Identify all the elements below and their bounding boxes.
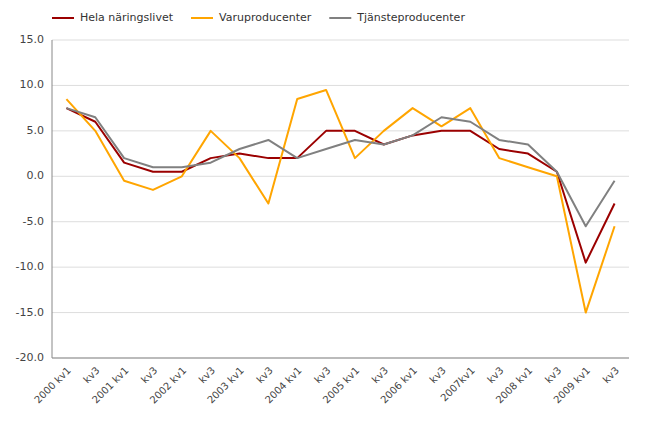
x-tick-label: 2006 kv1 bbox=[378, 365, 419, 406]
y-axis: -20.0 -15.0 -10.0 -5.0 0.0 5.0 10.0 15.0 bbox=[16, 33, 52, 364]
grid-line bbox=[52, 221, 629, 222]
x-tick-label: 2000 kv1 bbox=[32, 365, 73, 406]
y-tick-label: 15.0 bbox=[20, 33, 45, 46]
grid-line bbox=[52, 176, 629, 177]
x-tick-label: 2004 kv1 bbox=[263, 365, 304, 406]
x-tick-label: kv3 bbox=[485, 365, 506, 386]
plot-area bbox=[66, 90, 614, 313]
y-tick-label: -10.0 bbox=[16, 260, 44, 273]
y-tick-label: -15.0 bbox=[16, 306, 44, 319]
y-tick-label: 5.0 bbox=[27, 124, 45, 137]
x-tick-label: 2002 kv1 bbox=[148, 365, 189, 406]
series-line bbox=[66, 90, 614, 313]
legend-swatch bbox=[52, 17, 74, 19]
x-tick-label: kv3 bbox=[543, 365, 564, 386]
x-tick-label: 2003 kv1 bbox=[205, 365, 246, 406]
y-tick-label: 0.0 bbox=[27, 169, 45, 182]
x-tick-label: kv3 bbox=[81, 365, 102, 386]
x-tick-label: 2009 kv1 bbox=[551, 365, 592, 406]
legend-label: Varuproducenter bbox=[219, 11, 312, 24]
grid-line bbox=[52, 40, 629, 41]
y-axis-line bbox=[52, 40, 53, 358]
grid bbox=[52, 40, 629, 358]
legend-swatch bbox=[191, 17, 213, 19]
x-tick-label: kv3 bbox=[312, 365, 333, 386]
legend-label: Hela näringslivet bbox=[80, 11, 174, 24]
y-tick-label: 10.0 bbox=[20, 78, 45, 91]
x-tick-label: 2008 kv1 bbox=[494, 365, 535, 406]
grid-line bbox=[52, 358, 629, 359]
chart: -20.0 -15.0 -10.0 -5.0 0.0 5.0 10.0 15.0 2000 kv… bbox=[0, 0, 647, 424]
y-tick-label: -20.0 bbox=[16, 351, 44, 364]
legend-swatch bbox=[329, 17, 351, 19]
x-tick-label: kv3 bbox=[427, 365, 448, 386]
x-tick-label: kv3 bbox=[139, 365, 160, 386]
x-tick-label: 2005 kv1 bbox=[321, 365, 362, 406]
series-line bbox=[66, 108, 614, 226]
legend-label: Tjänsteproducenter bbox=[356, 11, 465, 24]
x-tick-label: kv3 bbox=[254, 365, 275, 386]
x-tick-label: kv3 bbox=[601, 365, 622, 386]
y-tick-label: -5.0 bbox=[23, 215, 44, 228]
x-tick-label: kv3 bbox=[197, 365, 218, 386]
x-axis: 2000 kv1kv32001 kv1kv32002 kv1kv32003 kv… bbox=[32, 358, 629, 406]
x-tick-label: 2007kv1 bbox=[438, 365, 477, 404]
grid-line bbox=[52, 85, 629, 86]
grid-line bbox=[52, 267, 629, 268]
series-line bbox=[66, 108, 614, 262]
x-tick-label: 2001 kv1 bbox=[90, 365, 131, 406]
x-tick-label: kv3 bbox=[370, 365, 391, 386]
legend: Hela näringslivet Varuproducenter Tjänstep… bbox=[52, 11, 465, 24]
grid-line bbox=[52, 312, 629, 313]
x-axis-line bbox=[52, 358, 629, 359]
